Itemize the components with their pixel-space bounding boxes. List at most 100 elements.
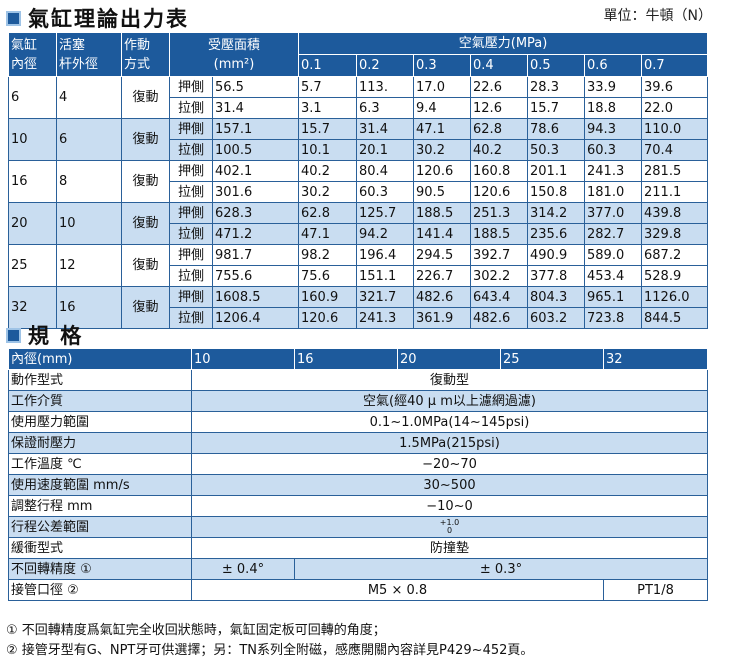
side-cell: 押側	[169, 76, 213, 98]
force-value-cell: 15.7	[298, 118, 358, 140]
spec-label: 接管口徑 ②	[8, 579, 192, 601]
action-cell: 復動	[121, 76, 170, 119]
side-cell: 押側	[169, 202, 213, 224]
force-value-cell: 28.3	[527, 76, 586, 98]
spec-header-bore: 16	[294, 348, 398, 370]
force-value-cell: 18.8	[584, 97, 643, 119]
spec-value: M5 × 0.8	[191, 579, 604, 601]
spec-label: 行程公差範圍	[8, 516, 192, 538]
force-value-cell: 70.4	[641, 139, 709, 161]
force-value-cell: 302.2	[470, 265, 529, 287]
area-cell: 56.5	[211, 76, 300, 98]
force-section-heading: 氣缸理論出力表	[6, 3, 189, 33]
pressure-header-cell: 0.7	[641, 54, 709, 77]
force-value-cell: 196.4	[356, 244, 415, 266]
area-cell: 981.7	[211, 244, 300, 266]
force-value-cell: 40.2	[470, 139, 529, 161]
force-value-cell: 281.5	[641, 160, 709, 182]
force-value-cell: 151.1	[356, 265, 415, 287]
table-row: 20 10 復動 押側 628.3 62.8 125.7 188.5 251.3 314.2 377…	[8, 202, 709, 245]
table-row: 32 16 復動 押側 1608.5 160.9 321.7 482.6 643.4 804.3 9…	[8, 286, 709, 329]
side-cell: 拉側	[169, 139, 213, 161]
force-value-cell: 40.2	[298, 160, 358, 182]
bore-cell: 20	[8, 202, 57, 245]
side-cell: 拉側	[169, 97, 213, 119]
force-value-cell: 125.7	[356, 202, 415, 224]
force-value-cell: 94.2	[356, 223, 415, 245]
header-pressure: 空氣壓力(MPa)	[298, 32, 709, 55]
header-area: 受壓面積 (mm²)	[168, 32, 300, 77]
table-row: 拉側 471.2 47.1 94.2 141.4 188.5 235.6 282.7 329.8	[9, 223, 709, 245]
force-value-cell: 75.6	[298, 265, 358, 287]
force-value-cell: 377.8	[527, 265, 586, 287]
spec-value: −20~70	[191, 453, 708, 475]
footnote-1: ① 不回轉精度爲氣缸完全收回狀態時，氣缸固定板可回轉的角度；	[6, 623, 386, 638]
side-cell: 押側	[169, 118, 213, 140]
force-value-cell: 723.8	[584, 307, 643, 329]
table-row: 拉側 301.6 30.2 60.3 90.5 120.6 150.8 181.0 211.1	[9, 181, 709, 203]
bore-cell: 32	[8, 286, 57, 329]
force-value-cell: 80.4	[356, 160, 415, 182]
area-cell: 1608.5	[211, 286, 300, 308]
force-value-cell: 33.9	[584, 76, 643, 98]
force-value-cell: 251.3	[470, 202, 529, 224]
force-value-cell: 90.5	[413, 181, 472, 203]
spec-header-label: 內徑(mm)	[8, 348, 192, 370]
rod-cell: 10	[56, 202, 122, 245]
force-table: 氣缸 內徑 活塞 杆外徑 作動 方式 受壓面積 (mm²) 空氣壓力(MPa) 0.1 0…	[8, 32, 709, 329]
spec-header-bore: 10	[191, 348, 295, 370]
force-value-cell: 528.9	[641, 265, 709, 287]
area-cell: 31.4	[211, 97, 300, 119]
spec-value: 1.5MPa(215psi)	[191, 432, 708, 454]
force-value-cell: 589.0	[584, 244, 643, 266]
force-value-cell: 439.8	[641, 202, 709, 224]
pressure-header-cell: 0.1	[298, 54, 358, 77]
force-value-cell: 20.1	[356, 139, 415, 161]
force-value-cell: 294.5	[413, 244, 472, 266]
table-row: 16 8 復動 押側 402.1 40.2 80.4 120.6 160.8 201.1 241.3…	[8, 160, 709, 203]
force-value-cell: 15.7	[527, 97, 586, 119]
force-value-cell: 98.2	[298, 244, 358, 266]
force-value-cell: 110.0	[641, 118, 709, 140]
area-cell: 628.3	[211, 202, 300, 224]
square-bullet-icon	[6, 327, 21, 343]
spec-value: PT1/8	[603, 579, 708, 601]
force-value-cell: 10.1	[298, 139, 358, 161]
force-value-cell: 361.9	[413, 307, 472, 329]
force-value-cell: 150.8	[527, 181, 586, 203]
force-value-cell: 30.2	[413, 139, 472, 161]
action-cell: 復動	[121, 244, 170, 287]
rod-cell: 8	[56, 160, 122, 203]
force-value-cell: 188.5	[470, 223, 529, 245]
force-value-cell: 47.1	[413, 118, 472, 140]
table-row: 6 4 復動 押側 56.5 5.7 113. 17.0 22.6 28.3 33.9 39.6	[8, 76, 709, 119]
area-cell: 1206.4	[211, 307, 300, 329]
force-value-cell: 321.7	[356, 286, 415, 308]
spec-section-heading: 規 格	[6, 320, 83, 350]
header-action: 作動 方式	[121, 32, 170, 77]
force-value-cell: 392.7	[470, 244, 529, 266]
force-value-cell: 50.3	[527, 139, 586, 161]
force-value-cell: 60.3	[356, 181, 415, 203]
action-cell: 復動	[121, 202, 170, 245]
side-cell: 押側	[169, 160, 213, 182]
pressure-header-cell: 0.4	[470, 54, 529, 77]
force-value-cell: 17.0	[413, 76, 472, 98]
spec-label: 動作型式	[8, 369, 192, 391]
spec-label: 保證耐壓力	[8, 432, 192, 454]
force-value-cell: 844.5	[641, 307, 709, 329]
spec-header-bore: 25	[500, 348, 604, 370]
footnotes: ① 不回轉精度爲氣缸完全收回狀態時，氣缸固定板可回轉的角度； ② 接管牙型有G、…	[6, 621, 533, 661]
force-value-cell: 1126.0	[641, 286, 709, 308]
force-value-cell: 643.4	[470, 286, 529, 308]
area-cell: 402.1	[211, 160, 300, 182]
spec-table: 內徑(mm) 10 16 20 25 32 動作型式 復動型 工作介質 空氣(經40…	[8, 348, 708, 601]
spec-section-title: 規 格	[28, 324, 84, 348]
header-rod: 活塞 杆外徑	[56, 32, 122, 77]
force-value-cell: 22.6	[470, 76, 529, 98]
spec-header-bore: 32	[603, 348, 708, 370]
force-value-cell: 160.9	[298, 286, 358, 308]
force-value-cell: 9.4	[413, 97, 472, 119]
bore-cell: 10	[8, 118, 57, 161]
rod-cell: 12	[56, 244, 122, 287]
